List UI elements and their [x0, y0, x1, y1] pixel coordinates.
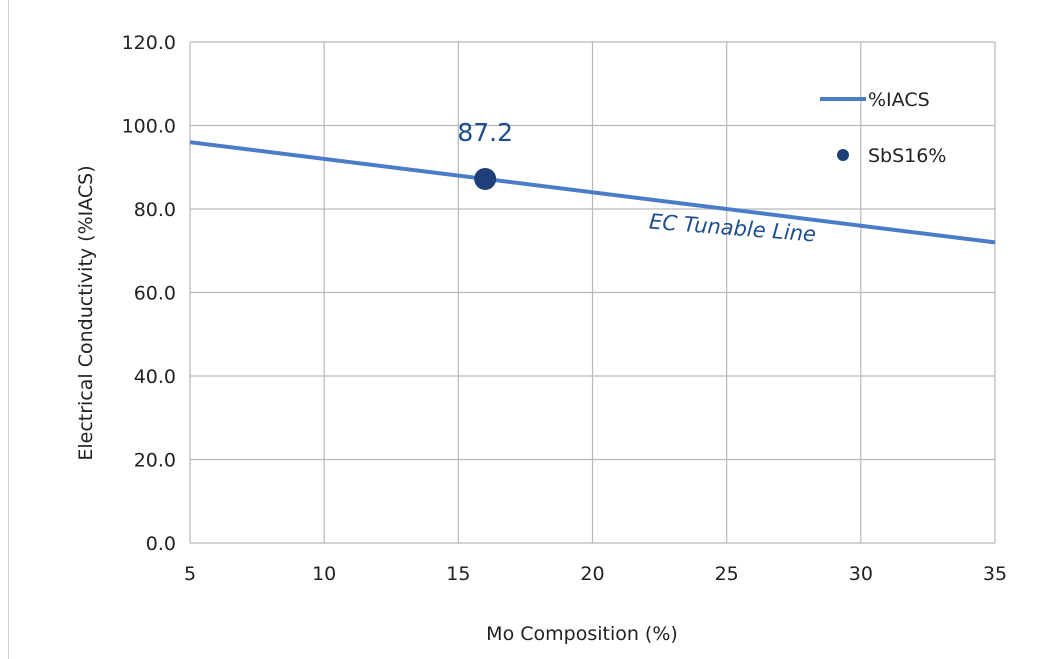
x-axis-title: Mo Composition (%)	[486, 623, 678, 645]
x-tick-label: 25	[715, 563, 739, 585]
grid-lines	[189, 41, 996, 544]
x-tick-labels: 5 10 15 20 25 30 35	[184, 563, 1007, 585]
y-tick-label: 40.0	[134, 366, 176, 388]
x-tick-label: 15	[446, 563, 470, 585]
x-tick-label: 30	[849, 563, 873, 585]
page-left-border	[0, 0, 9, 659]
y-tick-labels: 0.0 20.0 40.0 60.0 80.0 100.0 120.0	[122, 32, 176, 555]
series-layer	[189, 140, 996, 245]
legend-label-sbs16: SbS16%	[868, 145, 946, 167]
x-tick-label: 5	[184, 563, 196, 585]
x-tick-label: 20	[580, 563, 604, 585]
y-tick-label: 20.0	[134, 450, 176, 472]
y-axis-title: Electrical Conductivity (%IACS)	[75, 165, 97, 460]
y-tick-label: 80.0	[134, 199, 176, 221]
legend-label-iacs: %IACS	[868, 89, 930, 111]
line-annotation-ec-tunable: EC Tunable Line	[648, 209, 817, 246]
y-tick-label: 0.0	[146, 533, 176, 555]
legend: %IACS SbS16%	[820, 89, 946, 167]
value-label-87-2: 87.2	[457, 118, 513, 147]
x-tick-label: 10	[312, 563, 336, 585]
y-tick-label: 60.0	[134, 283, 176, 305]
legend-point-swatch	[837, 149, 849, 161]
y-tick-label: 120.0	[122, 32, 176, 54]
y-tick-label: 100.0	[122, 116, 176, 138]
series-line-iacs	[189, 140, 996, 245]
x-tick-label: 35	[983, 563, 1007, 585]
series-point-sbs16	[474, 167, 497, 190]
